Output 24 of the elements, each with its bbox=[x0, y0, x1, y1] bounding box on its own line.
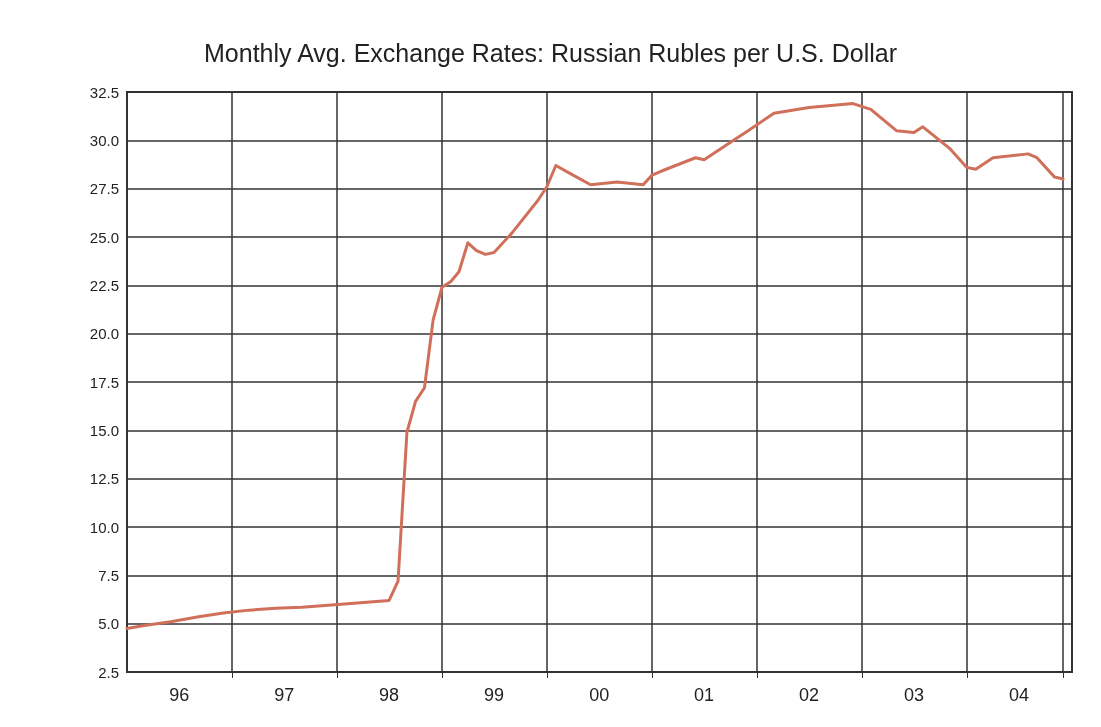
y-tick-label: 12.5 bbox=[89, 470, 119, 488]
y-tick-label: 20.0 bbox=[89, 325, 119, 343]
x-tick-label: 97 bbox=[274, 685, 295, 705]
x-tick-label: 04 bbox=[1009, 685, 1030, 705]
y-tick-label: 7.5 bbox=[98, 566, 119, 584]
line-series bbox=[125, 102, 1065, 630]
y-tick-label: 22.5 bbox=[89, 276, 119, 294]
x-tick-label: 02 bbox=[799, 685, 820, 705]
x-tick-label: 01 bbox=[694, 685, 715, 705]
y-tick-label: 30.0 bbox=[89, 131, 119, 149]
y-tick-label: 27.5 bbox=[89, 180, 119, 198]
y-tick-label: 15.0 bbox=[89, 421, 119, 439]
chart-title: Monthly Avg. Exchange Rates: Russian Rubles per U.S. Dollar bbox=[204, 38, 897, 67]
x-tick-label: 00 bbox=[589, 685, 610, 705]
x-tick-label: 96 bbox=[169, 685, 190, 705]
x-tick-label: 99 bbox=[484, 685, 505, 705]
x-tick-label: 03 bbox=[903, 685, 924, 705]
y-tick-label: 2.5 bbox=[98, 663, 119, 681]
y-tick-label: 10.0 bbox=[89, 518, 119, 536]
y-tick-label: 32.5 bbox=[89, 83, 119, 101]
y-tick-label: 17.5 bbox=[89, 373, 119, 391]
y-tick-label: 5.0 bbox=[98, 615, 119, 633]
x-tick-label: 98 bbox=[379, 685, 400, 705]
y-tick-label: 25.0 bbox=[89, 228, 119, 246]
